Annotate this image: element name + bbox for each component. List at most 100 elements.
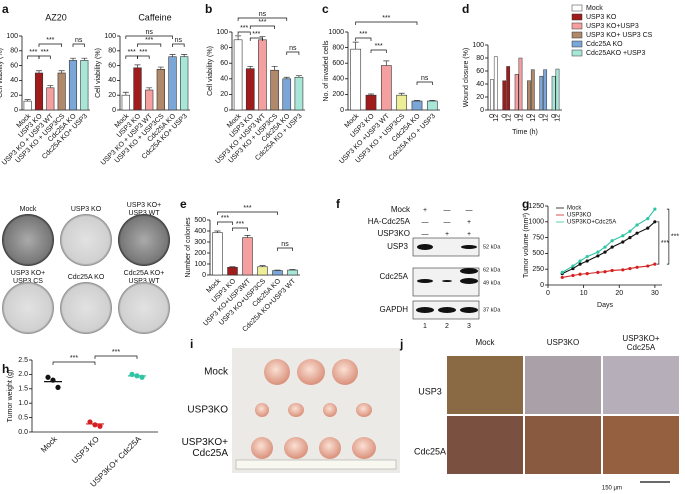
panel-label: i <box>190 337 193 351</box>
blot-band <box>438 307 456 313</box>
x-tick-label: 12 <box>505 114 512 122</box>
y-tick-label: 100 <box>472 42 484 49</box>
significance-label: ns <box>289 45 297 52</box>
significance-bracket <box>355 37 372 41</box>
bar <box>227 266 238 276</box>
x-tick-label: 12 <box>493 114 500 122</box>
y-tick-label: 40 <box>10 77 18 84</box>
significance-bracket <box>237 17 288 21</box>
column-label: USP3KO+ <box>622 334 659 343</box>
significance-bracket <box>125 55 138 59</box>
error-bar <box>429 100 436 102</box>
significance-bracket <box>125 35 173 39</box>
y-tick-label: 1000 <box>528 219 544 226</box>
y-tick-label: 0 <box>340 107 344 114</box>
y-tick-label: 1000 <box>328 29 344 36</box>
panel-label: g <box>522 197 529 211</box>
legend-label: USP3KO <box>567 213 592 219</box>
panel-label: e <box>180 197 187 211</box>
significance-label: *** <box>243 205 251 212</box>
tumor <box>284 437 308 459</box>
tumor <box>356 403 372 417</box>
point <box>653 220 657 224</box>
blot-strip <box>412 237 480 257</box>
x-tick-label: Mock <box>39 434 60 455</box>
significance-bracket <box>666 208 670 265</box>
bar <box>411 100 423 111</box>
significance-bracket <box>249 25 275 29</box>
bar <box>258 39 267 111</box>
y-tick-label: 300 <box>194 239 206 246</box>
blot-band <box>460 307 478 313</box>
x-tick-label: 12 <box>518 114 525 122</box>
bar <box>145 89 154 111</box>
photo-label: Mock <box>20 206 37 213</box>
point <box>596 250 600 254</box>
significance-bracket <box>286 51 300 55</box>
point <box>571 273 575 278</box>
error-bar <box>235 35 242 40</box>
legend-label: USP3 KO+USP3 <box>586 23 639 30</box>
point <box>45 374 51 380</box>
dish-photo <box>118 214 170 266</box>
significance-label: *** <box>252 31 260 38</box>
photo-label: USP3 KO+ <box>11 270 45 277</box>
row-label: USP3 <box>418 386 442 396</box>
point <box>621 268 625 272</box>
significance-bracket <box>94 355 138 359</box>
point <box>596 270 600 274</box>
ruler <box>235 459 397 470</box>
significance-bracket <box>656 221 660 265</box>
significance-label: *** <box>221 215 229 222</box>
panel-label: b <box>205 2 212 16</box>
significance-label: *** <box>258 19 266 26</box>
significance-label: *** <box>112 349 120 356</box>
bar <box>80 60 89 111</box>
error-bar <box>122 91 129 96</box>
condition-sign: — <box>422 219 429 226</box>
panel-label: j <box>399 337 403 351</box>
y-axis-label: No. of invaded cells <box>323 40 330 102</box>
blot-band <box>417 279 433 283</box>
tumor <box>352 437 376 459</box>
y-tick-label: 1250 <box>528 203 544 210</box>
y-tick-label: 80 <box>476 55 484 62</box>
row-label: Cdc25A <box>192 448 228 459</box>
error-bar <box>58 70 65 73</box>
significance-bracket <box>27 55 40 59</box>
bar <box>555 68 560 111</box>
legend-swatch <box>571 13 583 21</box>
significance-label: *** <box>70 355 78 362</box>
band-label: GAPDH <box>380 305 409 314</box>
point <box>87 419 93 425</box>
bar <box>365 94 377 111</box>
y-tick-label: 600 <box>332 60 344 67</box>
significance-label: *** <box>41 49 49 56</box>
error-bar <box>295 75 302 78</box>
row-label: Mock <box>204 367 229 378</box>
bar <box>133 67 142 111</box>
point <box>635 231 639 235</box>
point <box>621 234 625 238</box>
y-tick-label: 80 <box>220 44 228 51</box>
point <box>646 217 650 221</box>
bar <box>156 69 165 111</box>
y-tick-label: 0 <box>480 107 484 114</box>
bar <box>121 94 130 111</box>
tumor <box>297 359 325 385</box>
y-tick-label: 0 <box>540 282 544 289</box>
bar <box>68 60 78 111</box>
significance-label: *** <box>375 43 383 50</box>
error-bar <box>24 99 31 102</box>
bar <box>245 68 255 111</box>
point <box>560 275 564 280</box>
ihc-image <box>525 356 601 414</box>
significance-bracket <box>217 211 278 215</box>
point <box>596 254 600 258</box>
legend-swatch <box>571 40 583 48</box>
x-tick-label: 0 <box>501 114 508 118</box>
legend-swatch <box>571 22 583 30</box>
bar <box>272 270 283 276</box>
x-tick-label: 12 <box>542 114 549 122</box>
bar <box>490 79 494 111</box>
